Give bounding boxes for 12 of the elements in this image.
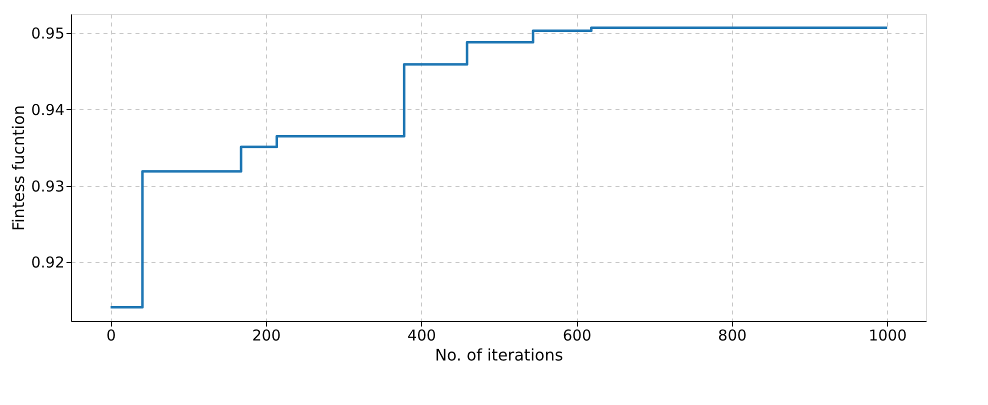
x-tick-label: 200	[252, 326, 281, 344]
y-axis-title: Fintess fucntion	[9, 105, 28, 231]
y-tick-label: 0.93	[31, 177, 64, 196]
x-tick-label: 400	[407, 326, 436, 344]
x-tick-label: 1000	[868, 326, 907, 344]
x-tick-label: 800	[718, 326, 747, 344]
y-tick-label: 0.95	[31, 24, 64, 43]
y-tick-label: 0.94	[31, 100, 64, 119]
x-tick-label: 0	[106, 326, 116, 344]
x-axis-title: No. of iterations	[434, 346, 564, 364]
x-tick-label: 600	[562, 326, 592, 344]
y-tick-label: 0.92	[31, 254, 64, 272]
